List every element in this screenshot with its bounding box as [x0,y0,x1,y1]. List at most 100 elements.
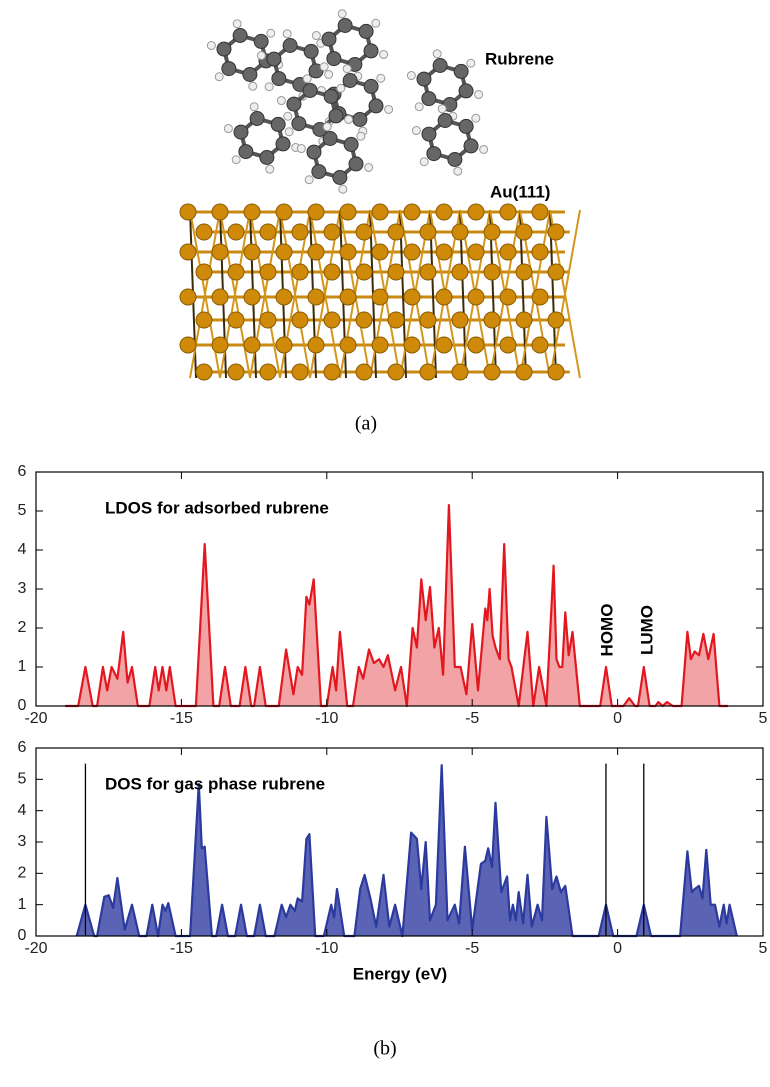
atom [180,289,196,305]
atom [380,50,388,58]
atom [516,264,532,280]
molecule-label: Rubrene [485,49,554,68]
surface-label: Au(111) [490,182,550,201]
atom [422,92,436,106]
atom [180,244,196,260]
y-tick-label: 1 [18,658,27,675]
atom [436,289,452,305]
atom [324,264,340,280]
atom [196,224,212,240]
atom [265,83,273,91]
atom [468,337,484,353]
figure: Rubrene Au(111) (a) (b) -20-15-10-505012… [0,0,770,1087]
atom [324,312,340,328]
atom [427,147,441,161]
x-tick-label: -20 [24,710,47,727]
atom [436,337,452,353]
y-tick-label: 6 [18,463,27,480]
atom [388,312,404,328]
atom [385,105,393,113]
atom [285,128,293,136]
atom [292,224,308,240]
atom [267,52,281,66]
atom [480,145,488,153]
annotation: LUMO [637,605,656,655]
atom [233,28,247,42]
atom [320,63,328,71]
atom [404,244,420,260]
atom [433,50,441,58]
atom [217,42,231,56]
panel-label: (a) [355,413,377,435]
atom [484,224,500,240]
atom [333,171,347,185]
atom [433,58,447,72]
atom [323,131,337,145]
atom [250,103,258,111]
chart-title: DOS for gas phase rubrene [105,774,325,793]
atom [212,204,228,220]
atom [287,97,301,111]
atom [312,32,320,40]
atom [271,117,285,131]
atom [420,224,436,240]
atom [420,158,428,166]
atom [388,224,404,240]
atom [372,204,388,220]
atom [420,264,436,280]
atom [222,62,236,76]
atom [548,224,564,240]
atom [303,83,317,97]
y-tick-label: 5 [18,502,27,519]
atom [307,145,321,159]
atom [257,52,265,60]
atom [467,59,475,67]
atom [468,244,484,260]
atom [436,244,452,260]
atom [407,72,415,80]
atom [516,224,532,240]
atom [372,19,380,27]
atom [356,312,372,328]
y-tick-label: 4 [18,802,27,819]
atom [303,75,311,83]
atom [500,204,516,220]
atom [388,264,404,280]
atom [475,90,483,98]
atom [459,84,473,98]
atom [325,70,333,78]
atom [452,312,468,328]
y-tick-label: 3 [18,833,27,850]
atom [207,42,215,50]
y-tick-label: 2 [18,865,27,882]
y-tick-label: 3 [18,580,27,597]
x-tick-label: -5 [465,940,479,957]
atom [232,156,240,164]
atom [464,139,478,153]
atom [323,123,331,131]
page: Rubrene Au(111) (a) (b) -20-15-10-505012… [0,0,770,1087]
atom [234,125,248,139]
atom [338,10,346,18]
atom [276,137,290,151]
atom [343,73,357,87]
atom [422,127,436,141]
x-tick-label: 5 [759,940,768,957]
atom [305,176,313,184]
x-tick-label: -15 [170,710,193,727]
atom [260,264,276,280]
atom [516,364,532,380]
atom [516,312,532,328]
atom [304,44,318,58]
atom [365,163,373,171]
atom [372,244,388,260]
atom [215,73,223,81]
atom [484,364,500,380]
atom [364,44,378,58]
atom [500,337,516,353]
atom [345,115,353,123]
atom [180,337,196,353]
atom [327,52,341,66]
atom [344,137,358,151]
atom [260,151,274,165]
